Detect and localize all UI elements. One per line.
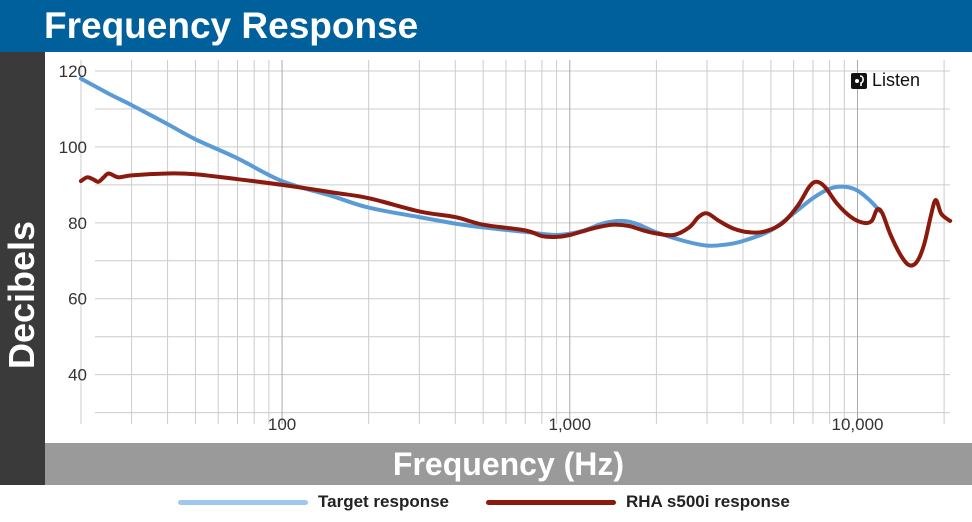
y-tick-label: 80 (68, 214, 87, 233)
legend-item-rha: RHA s500i response (486, 488, 790, 516)
legend-label-rha: RHA s500i response (626, 492, 790, 511)
brand-mark: Listen (851, 70, 920, 91)
y-axis-label-bar: Decibels (0, 52, 45, 485)
x-axis-label-bar: Frequency (Hz) (45, 443, 972, 485)
title-bar: Frequency Response (0, 0, 972, 52)
brand-name: Listen (872, 70, 921, 90)
plot-area: 40 60 80 100 120 100 1,000 10,000 (59, 60, 953, 434)
listen-logo-icon (851, 72, 867, 89)
y-tick-label: 60 (68, 290, 87, 309)
tick-labels: 40 60 80 100 120 100 1,000 10,000 (59, 62, 884, 434)
series-line-rha (78, 171, 953, 268)
legend-swatch-rha (486, 499, 616, 505)
x-axis-label: Frequency (Hz) (392, 446, 625, 482)
grid (80, 60, 950, 424)
y-axis-label: Decibels (1, 220, 42, 370)
x-tick-label: 1,000 (549, 415, 592, 434)
series-line-target (78, 76, 883, 248)
legend: Target response RHA s500i response (0, 488, 972, 516)
y-tick-label: 100 (59, 138, 87, 157)
y-tick-label: 120 (59, 62, 87, 81)
series-layer (78, 76, 953, 268)
legend-item-target: Target response (178, 488, 449, 516)
y-tick-label: 40 (68, 366, 87, 385)
chart-title: Frequency Response (44, 5, 419, 46)
legend-swatch-target (178, 499, 308, 505)
legend-label-target: Target response (318, 492, 450, 511)
x-tick-label: 10,000 (832, 415, 884, 434)
x-tick-label: 100 (268, 415, 296, 434)
